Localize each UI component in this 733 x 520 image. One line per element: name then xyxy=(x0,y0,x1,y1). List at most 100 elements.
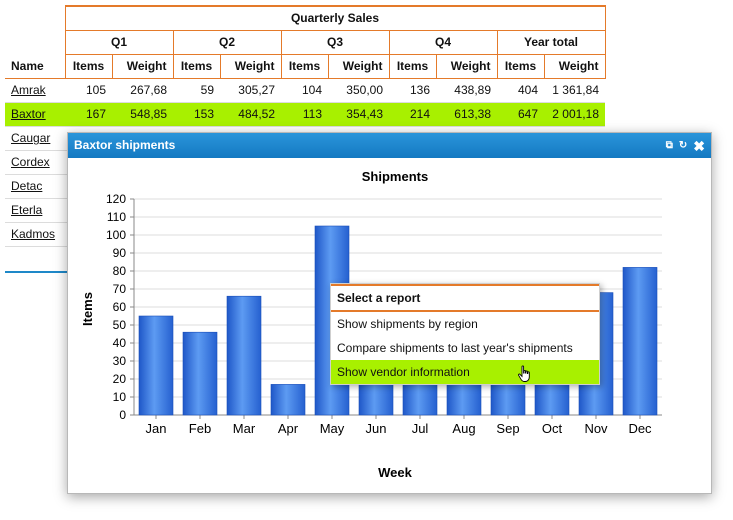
table-cell: 113 xyxy=(281,102,328,127)
name-header: Name xyxy=(5,54,65,79)
group-header: Q1 xyxy=(64,30,173,55)
table-row[interactable]: Amrak 105 267,68 59 305,27 104 350,00 136 438,89… xyxy=(5,78,605,103)
menu-item-compare-last-year[interactable]: Compare shipments to last year's shipmen… xyxy=(337,341,573,355)
group-header: Q2 xyxy=(172,30,281,55)
group-header: Year total xyxy=(496,30,606,55)
bar-jan xyxy=(138,315,174,416)
table-cell: 153 xyxy=(173,102,220,127)
weight-header: Weight xyxy=(435,54,497,79)
table-cell: 105 xyxy=(65,78,112,103)
table-cell: 548,85 xyxy=(112,102,173,127)
weight-header: Weight xyxy=(327,54,389,79)
y-tick-label: 80 xyxy=(113,264,127,278)
x-tick-label: Nov xyxy=(584,421,608,436)
x-tick-label: Mar xyxy=(233,421,256,436)
table-cell: 267,68 xyxy=(112,78,173,103)
table-row[interactable]: Baxtor 167 548,85 153 484,52 113 354,43 214 613,… xyxy=(5,102,605,127)
table-cell: 354,43 xyxy=(328,102,389,127)
table-corner xyxy=(5,30,65,54)
x-tick-label: Sep xyxy=(496,421,519,436)
bar-feb xyxy=(182,331,218,416)
table-cell: 1 361,84 xyxy=(544,78,605,103)
chart-axes: 0 10 20 30 40 50 60 70 80 90 100 110 120 xyxy=(106,192,662,422)
menu-item-vendor-information[interactable]: Show vendor information xyxy=(331,360,599,384)
table-corner xyxy=(5,6,65,30)
refresh-icon[interactable]: ↻ xyxy=(678,139,688,151)
y-tick-label: 120 xyxy=(106,192,126,206)
x-tick-label: Aug xyxy=(452,421,475,436)
y-tick-label: 10 xyxy=(113,390,127,404)
table-cell: 167 xyxy=(65,102,112,127)
items-header: Items xyxy=(64,54,112,79)
y-tick-label: 100 xyxy=(106,228,126,242)
sub-header-row: Name Items Weight Items Weight Items Weight It… xyxy=(5,54,606,79)
bar-apr xyxy=(270,384,306,416)
x-tick-label: Jun xyxy=(366,421,387,436)
row-name-text[interactable]: Baxtor xyxy=(11,107,46,121)
table-cell: 104 xyxy=(281,78,328,103)
table-scroll-indicator xyxy=(5,271,67,273)
x-tick-label: Dec xyxy=(628,421,652,436)
row-name-link[interactable]: Caugar xyxy=(5,126,65,151)
weight-header: Weight xyxy=(219,54,281,79)
table-cell: 305,27 xyxy=(220,78,281,103)
row-name-text[interactable]: Eterla xyxy=(11,203,43,217)
chart-title: Shipments xyxy=(362,169,428,184)
dialog-titlebar[interactable]: Baxtor shipments ⧉ ↻ ✖ xyxy=(68,133,711,158)
report-context-menu: Select a report Show shipments by region… xyxy=(330,283,600,385)
table-title: Quarterly Sales xyxy=(64,5,606,31)
bar-dec xyxy=(622,267,658,416)
weight-header: Weight xyxy=(543,54,606,79)
x-tick-label: Oct xyxy=(542,421,563,436)
row-name-link[interactable]: Cordex xyxy=(5,150,65,175)
y-tick-label: 0 xyxy=(119,408,126,422)
y-tick-label: 20 xyxy=(113,372,127,386)
items-header: Items xyxy=(280,54,328,79)
x-axis-title: Week xyxy=(378,465,412,480)
x-tick-label: Jul xyxy=(412,421,429,436)
table-cell: 647 xyxy=(497,102,544,127)
dialog-controls: ⧉ ↻ ✖ xyxy=(666,133,705,158)
group-header: Q3 xyxy=(280,30,389,55)
restore-icon[interactable]: ⧉ xyxy=(665,139,673,151)
bar-mar xyxy=(226,295,262,416)
row-name-text[interactable]: Cordex xyxy=(11,155,50,169)
items-header: Items xyxy=(496,54,544,79)
menu-item-shipments-by-region[interactable]: Show shipments by region xyxy=(337,317,478,331)
row-name-text[interactable]: Detac xyxy=(11,179,43,193)
y-tick-label: 90 xyxy=(113,246,127,260)
row-name-link[interactable]: Detac xyxy=(5,174,65,199)
hand-cursor-icon xyxy=(518,365,530,382)
y-tick-label: 30 xyxy=(113,354,127,368)
row-name-link[interactable]: Amrak xyxy=(5,78,65,103)
row-name-text[interactable]: Amrak xyxy=(11,83,46,97)
weight-header: Weight xyxy=(111,54,173,79)
table-cell: 438,89 xyxy=(436,78,497,103)
row-name-link[interactable]: Eterla xyxy=(5,198,65,223)
x-tick-label: Feb xyxy=(189,421,211,436)
table-cell: 484,52 xyxy=(220,102,281,127)
row-name-link[interactable]: Kadmos xyxy=(5,222,65,247)
table-cell: 404 xyxy=(497,78,544,103)
table-cell: 2 001,18 xyxy=(544,102,605,127)
y-tick-label: 70 xyxy=(113,282,127,296)
items-header: Items xyxy=(388,54,436,79)
table-cell: 59 xyxy=(173,78,220,103)
items-header: Items xyxy=(172,54,220,79)
y-tick-label: 40 xyxy=(113,336,127,350)
x-tick-label: Jan xyxy=(146,421,167,436)
chart-x-labels: Jan Feb Mar Apr May Jun Jul Aug Sep Oct Nov Dec xyxy=(146,421,653,436)
menu-title: Select a report xyxy=(331,284,599,312)
table-cell: 350,00 xyxy=(328,78,389,103)
y-tick-label: 60 xyxy=(113,300,127,314)
dialog-title: Baxtor shipments xyxy=(74,138,176,152)
y-tick-label: 110 xyxy=(107,210,126,224)
table-cell: 613,38 xyxy=(436,102,497,127)
x-tick-label: May xyxy=(320,421,345,436)
row-name-text[interactable]: Kadmos xyxy=(11,227,56,241)
row-name-link[interactable]: Baxtor xyxy=(5,102,65,127)
quarter-header-row: Q1 Q2 Q3 Q4 Year total xyxy=(5,30,606,55)
x-tick-label: Apr xyxy=(278,421,299,436)
row-name-text[interactable]: Caugar xyxy=(11,131,51,145)
close-icon[interactable]: ✖ xyxy=(693,137,705,154)
